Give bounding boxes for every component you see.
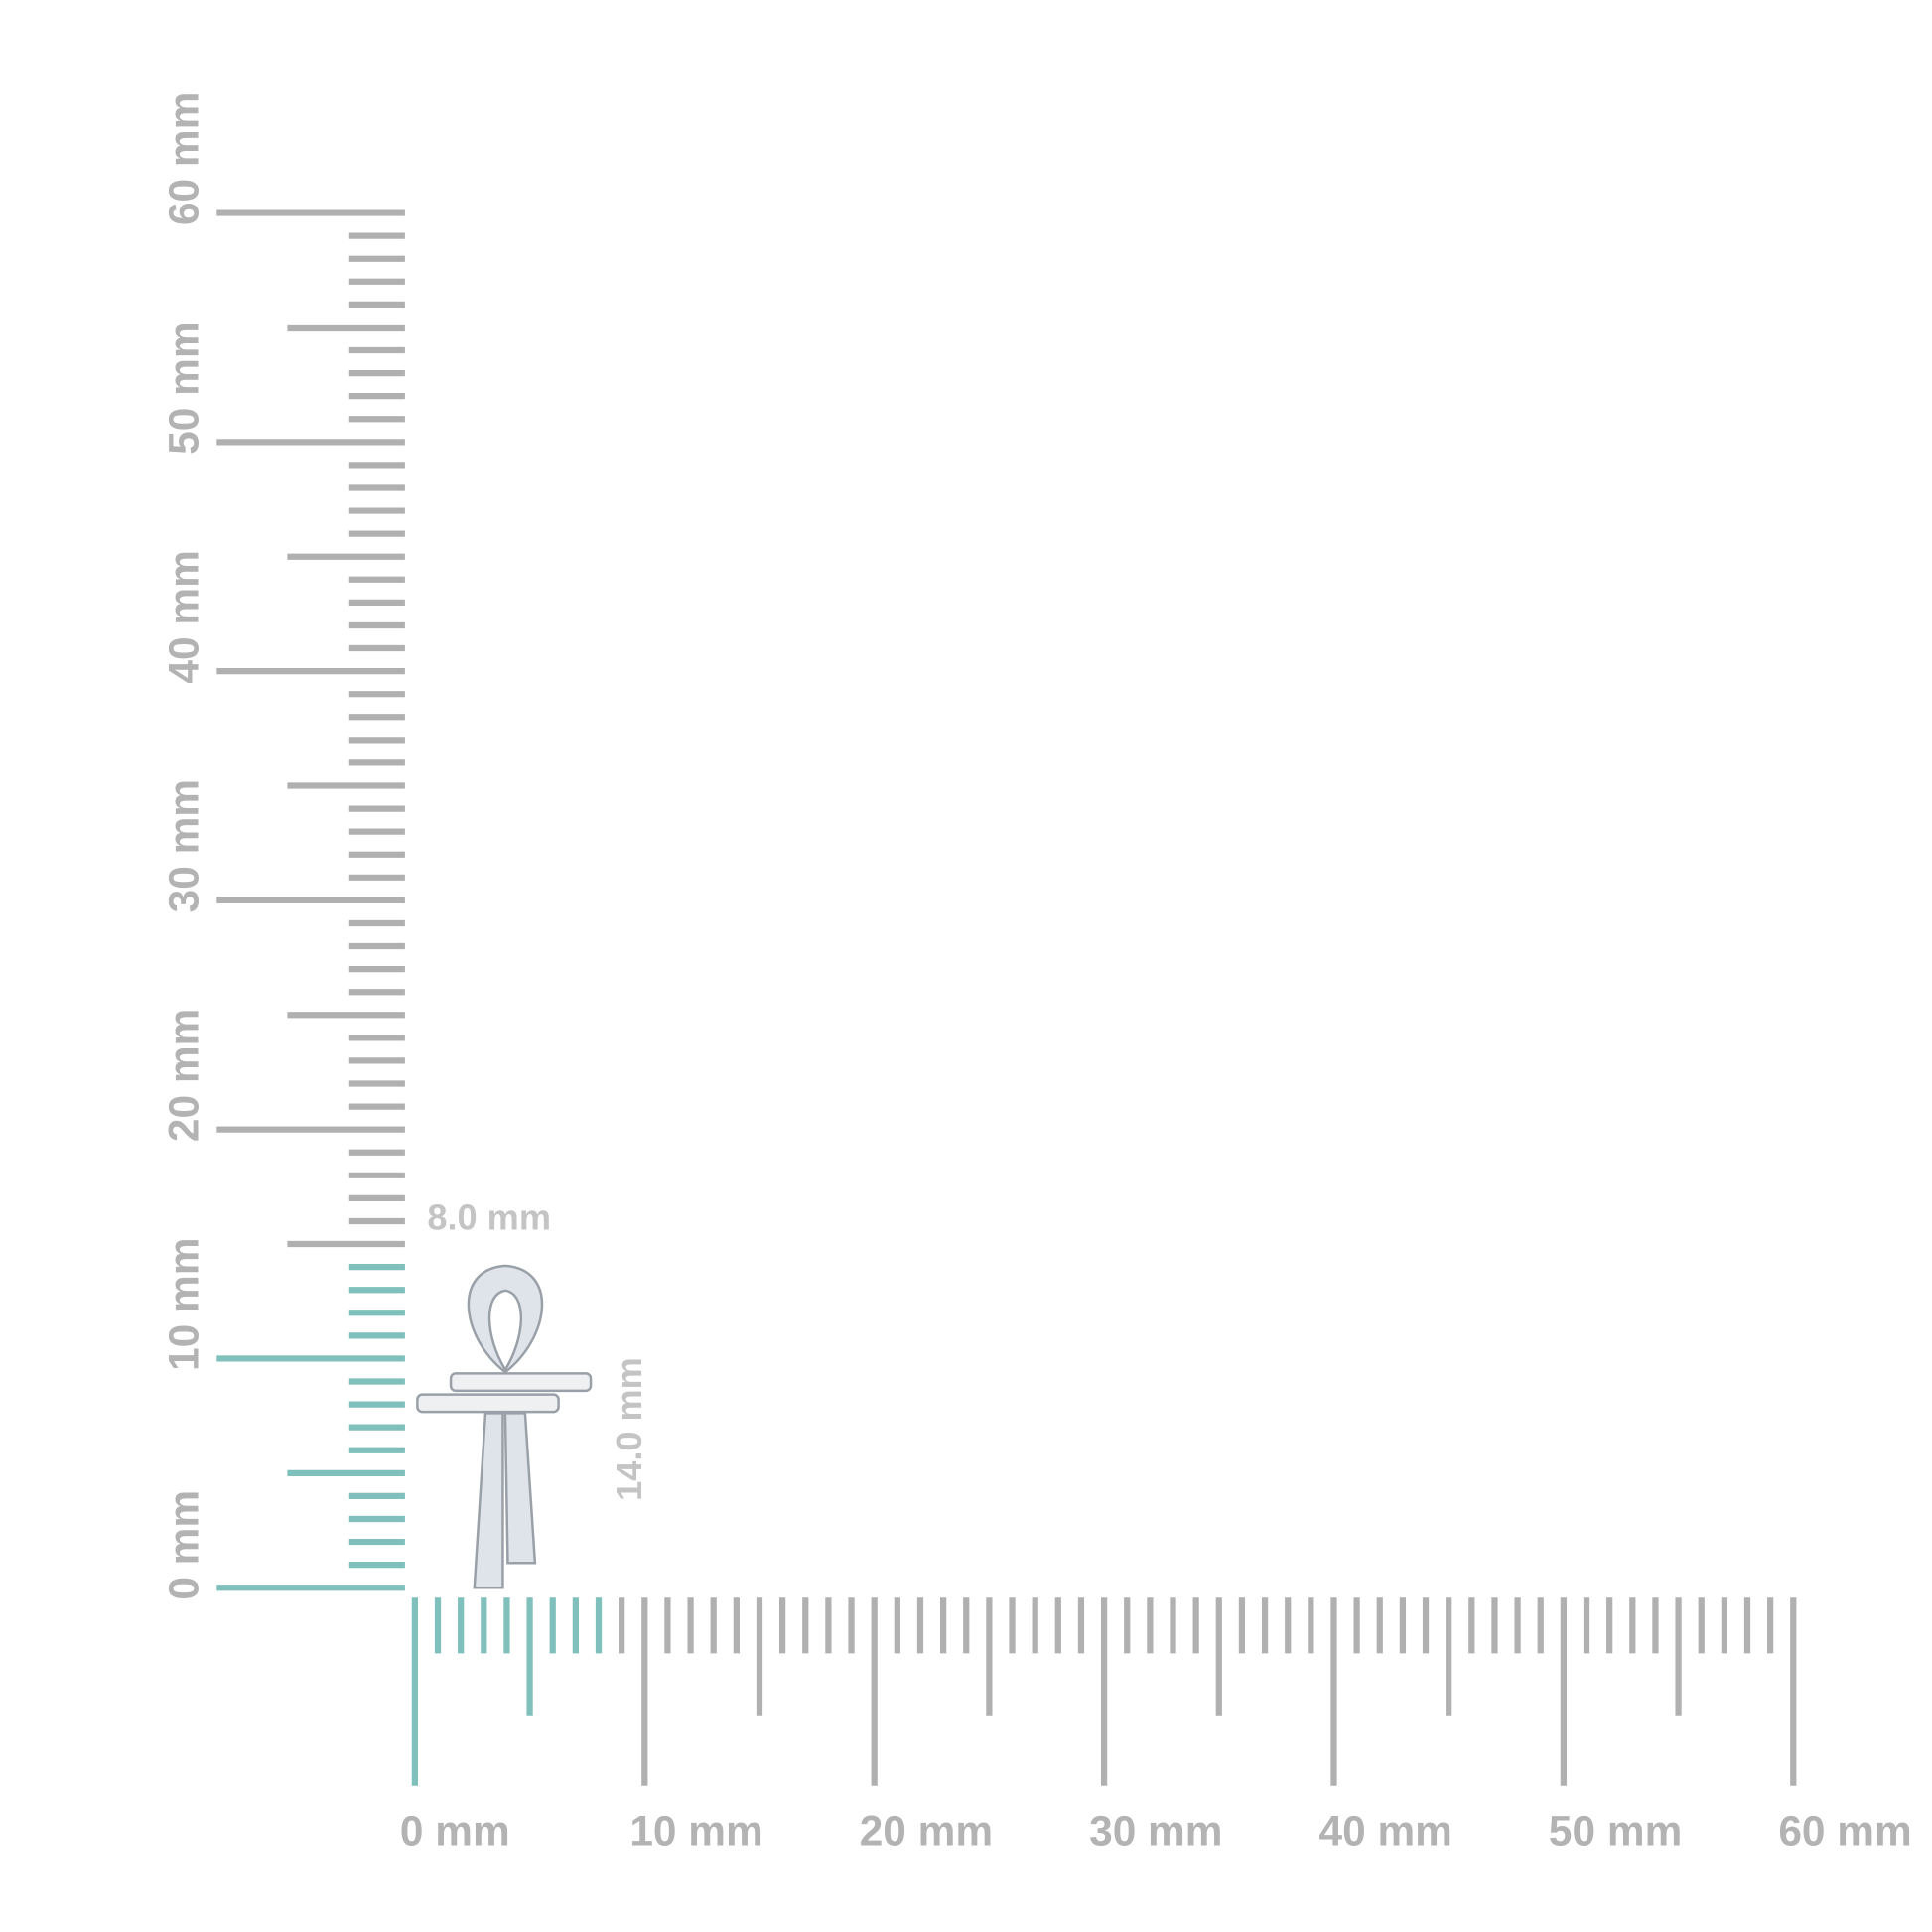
ankh-pendant	[416, 1264, 593, 1589]
x-ruler-label: 40 mm	[1319, 1808, 1452, 1855]
x-ruler-label: 50 mm	[1549, 1808, 1682, 1855]
x-ruler-label: 30 mm	[1089, 1808, 1222, 1855]
y-ruler-label: 0 mm	[161, 1490, 207, 1600]
x-ruler-label: 20 mm	[860, 1808, 993, 1855]
height-dimension: 14.0 mm	[609, 1357, 649, 1501]
x-ruler-label: 60 mm	[1778, 1808, 1911, 1855]
y-ruler-label: 10 mm	[161, 1238, 207, 1371]
ruler-ticks	[216, 209, 1797, 1786]
y-ruler-label: 20 mm	[161, 1009, 207, 1142]
x-ruler-label: 0 mm	[400, 1808, 510, 1855]
y-ruler-label: 50 mm	[161, 321, 207, 454]
y-ruler-label: 60 mm	[161, 92, 207, 225]
x-ruler-label: 10 mm	[629, 1808, 762, 1855]
width-dimension: 8.0 mm	[427, 1197, 551, 1238]
y-ruler-label: 40 mm	[161, 550, 207, 683]
ruler-labels: 0 mm 10 mm 20 mm 30 mm 40 mm 50 mm 60 mm 0 mm 10…	[161, 92, 1912, 1855]
y-ruler-label: 30 mm	[161, 779, 207, 912]
